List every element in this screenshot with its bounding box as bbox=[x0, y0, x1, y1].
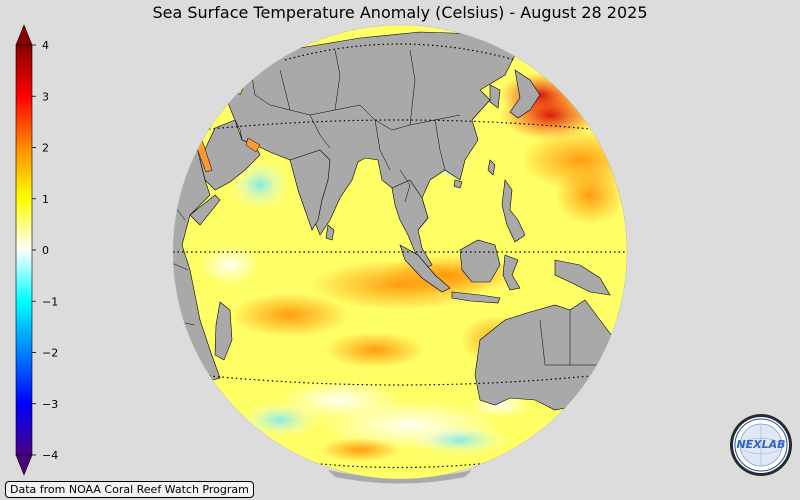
madagascar-landmass bbox=[214, 301, 233, 361]
colorbar-tick-label: −2 bbox=[42, 347, 58, 360]
antarctica-landmass bbox=[328, 470, 472, 484]
data-credit-label: Data from NOAA Coral Reef Watch Program bbox=[5, 481, 254, 498]
korea-landmass bbox=[489, 84, 501, 109]
colorbar-tick-label: 0 bbox=[42, 244, 49, 257]
colorbar-tick-label: 3 bbox=[42, 90, 49, 103]
sri-lanka-landmass bbox=[325, 224, 335, 241]
colorbar-tick-label: −1 bbox=[42, 295, 58, 308]
country-borders bbox=[173, 49, 600, 366]
map-title: Sea Surface Temperature Anomaly (Celsius… bbox=[152, 3, 648, 22]
sumatra-landmass bbox=[399, 244, 451, 293]
colorbar-gradient bbox=[15, 44, 33, 456]
java-landmass bbox=[451, 291, 501, 304]
new-guinea-landmass bbox=[554, 259, 611, 296]
indochina-landmass bbox=[391, 179, 433, 269]
colorbar-max-extend bbox=[15, 24, 33, 46]
graticule bbox=[173, 43, 627, 469]
taiwan-landmass bbox=[487, 159, 496, 176]
colorbar-tick-label: −4 bbox=[42, 449, 58, 462]
colorbar-tick-label: 1 bbox=[42, 193, 49, 206]
hainan-landmass bbox=[453, 179, 463, 189]
india-landmass bbox=[289, 149, 331, 231]
nexlab-logo: NEXLAB bbox=[730, 414, 792, 476]
globe-outline bbox=[172, 24, 628, 480]
colorbar-tick-label: −3 bbox=[42, 398, 58, 411]
colorbar-tick-label: 2 bbox=[42, 142, 49, 155]
colorbar-tick-label: 4 bbox=[42, 39, 49, 52]
colorbar: 4 3 2 1 0 −1 −2 −3 −4 bbox=[15, 24, 58, 476]
globe-map bbox=[172, 24, 628, 484]
horn-of-africa bbox=[189, 194, 221, 226]
philippines-landmass bbox=[501, 179, 526, 243]
logo-text: NEXLAB bbox=[736, 438, 785, 451]
borneo-landmass bbox=[459, 239, 501, 283]
sulawesi-landmass bbox=[502, 254, 521, 291]
colorbar-min-extend bbox=[15, 454, 33, 476]
japan-landmass bbox=[509, 69, 541, 119]
